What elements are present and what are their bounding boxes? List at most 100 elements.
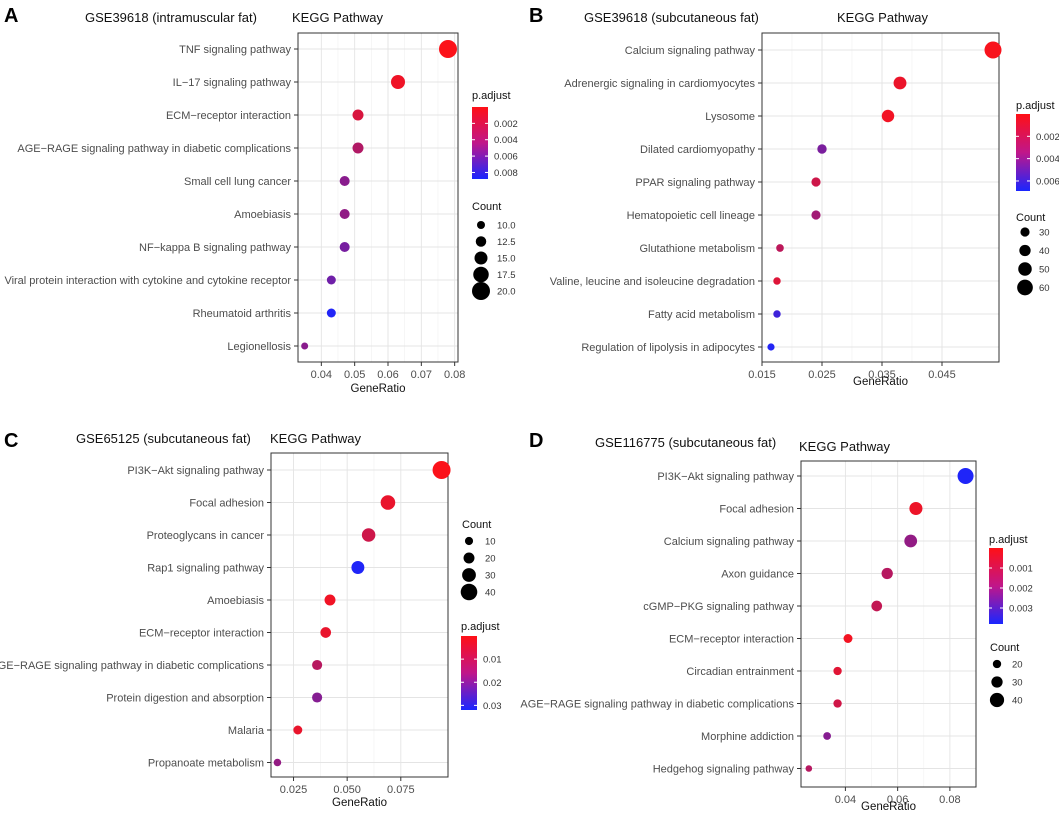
pathway-label: Circadian entrainment [686,666,794,678]
x-tick-label: 0.075 [387,784,415,796]
pathway-dot [320,627,332,638]
pathway-dot [893,76,907,90]
x-tick-label: 0.06 [377,369,398,381]
panel-letter: B [529,5,543,27]
panel-letter: D [529,430,543,452]
pathway-label: Amoebiasis [234,209,291,221]
pathway-label: Protein digestion and absorption [106,693,264,705]
pathway-dot [293,725,303,735]
pathway-label: Regulation of lipolysis in adipocytes [581,342,755,354]
x-tick-label: 0.06 [887,794,908,806]
pathway-label: Valine, leucine and isoleucine degradati… [550,276,755,288]
plot-area [271,453,448,777]
pathway-dot [767,343,775,351]
x-tick-label: 0.07 [411,369,432,381]
plot-border [297,32,459,363]
pathway-label: NF−kappa B signaling pathway [139,242,291,254]
pathway-label: TNF signaling pathway [179,44,291,56]
dataset-title: GSE116775 (subcutaneous fat) [595,435,776,450]
pathway-dot [817,144,827,154]
pathway-dot [773,310,781,318]
dataset-title: GSE39618 (intramuscular fat) [85,10,257,25]
pathway-dot [776,244,784,252]
x-axis-label: GeneRatio [861,801,916,813]
count-legend-dot [989,692,1005,708]
count-legend-label: 30 [1012,678,1023,689]
pathway-label: Axon guidance [721,569,794,581]
pathway-label: Malaria [228,725,265,737]
pathway-dot [352,142,364,154]
pathway-label: Dilated cardiomyopathy [640,144,755,156]
pathway-dot [811,210,821,220]
count-legend-dot [474,251,488,265]
pathway-label: Morphine addiction [701,731,794,743]
count-legend-label: 15.0 [497,254,516,265]
x-tick-label: 0.04 [311,369,332,381]
plot-border [761,32,1000,363]
padj-tick-label: 0.01 [483,655,502,666]
pathway-label: Small cell lung cancer [184,176,291,188]
padj-tick-label: 0.02 [483,678,502,689]
x-tick-label: 0.025 [808,369,836,381]
panel-c: C GSE65125 (subcutaneous fat) KEGG Pathway… [0,430,502,809]
count-legend-dot [992,659,1002,669]
pathway-label: Glutathione metabolism [639,243,755,255]
pathway-label: Calcium signaling pathway [664,536,795,548]
count-legend-label: 12.5 [497,237,516,248]
pathway-label: Hematopoietic cell lineage [627,210,755,222]
pathway-dot [380,495,396,510]
pathway-dot [881,567,893,580]
panel-letter: C [4,430,18,452]
plot-area [762,33,999,362]
pathway-label: ECM−receptor interaction [669,634,794,646]
count-legend-dot [475,236,487,247]
count-legend-label: 20 [485,554,496,565]
chart-subtitle: KEGG Pathway [292,10,384,25]
pathway-dot [339,209,350,219]
pathway-dot [339,176,350,186]
pathway-label: AGE−RAGE signaling pathway in diabetic c… [520,699,794,711]
pathway-label: AGE−RAGE signaling pathway in diabetic c… [0,660,264,672]
pathway-label: ECM−receptor interaction [139,628,264,640]
pathway-label: Legionellosis [227,341,291,353]
pathway-label: Amoebiasis [207,595,264,607]
pathway-label: Propanoate metabolism [148,758,264,770]
padj-tick-label: 0.006 [1036,176,1059,187]
count-legend-label: 17.5 [497,270,516,281]
x-axis-label: GeneRatio [351,383,406,395]
pathway-label: Lysosome [705,111,755,123]
plot-area [298,33,458,362]
pathway-dot [805,765,813,772]
count-legend-label: 40 [1039,246,1050,257]
pathway-label: Viral protein interaction with cytokine … [4,275,291,287]
padj-tick-label: 0.004 [494,135,518,146]
x-tick-label: 0.045 [928,369,956,381]
count-legend-label: 60 [1039,283,1050,294]
panel-d: D GSE116775 (subcutaneous fat) KEGG Pathwa… [520,430,1032,813]
pathway-label: PI3K−Akt signaling pathway [657,471,794,483]
count-legend-label: 40 [1012,696,1023,707]
pathway-label: cGMP−PKG signaling pathway [643,601,794,613]
pathway-dot [823,732,832,740]
count-legend-label: 30 [485,571,496,582]
pathway-dot [324,594,336,606]
x-tick-label: 0.08 [444,369,465,381]
padj-tick-label: 0.002 [494,119,518,130]
pathway-dot [351,561,365,574]
panel-letter: A [4,5,18,27]
pathway-dot [312,659,323,671]
padj-legend-title: p.adjust [1016,100,1055,112]
pathway-dot [881,109,895,123]
pathway-dot [833,699,842,708]
pathway-dot [301,342,309,350]
chart-subtitle: KEGG Pathway [799,439,891,454]
plot-area [801,461,976,787]
panel-a: A GSE39618 (intramuscular fat) KEGG Pathwa… [4,5,518,395]
dataset-title: GSE65125 (subcutaneous fat) [76,431,251,446]
pathway-dot [909,501,923,516]
pathway-label: Proteoglycans in cancer [147,530,265,542]
count-legend-label: 10 [485,537,496,548]
pathway-dot [811,177,821,187]
count-legend-title: Count [462,519,491,531]
pathway-label: Hedgehog signaling pathway [653,764,795,776]
